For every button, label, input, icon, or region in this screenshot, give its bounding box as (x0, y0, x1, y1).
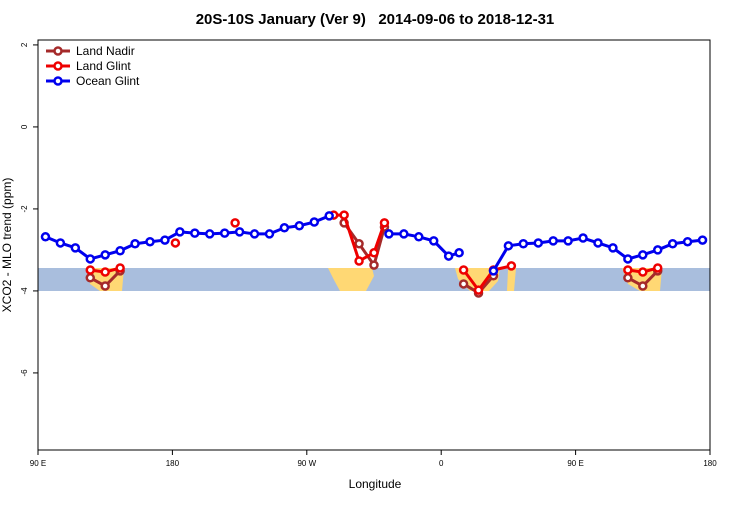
point (458, 279, 469, 289)
point (454, 248, 464, 258)
point (578, 233, 588, 243)
y-axis-label: XCO2 - MLO trend (ppm) (0, 178, 14, 313)
point (623, 265, 633, 275)
legend-marker (53, 61, 63, 71)
point (638, 267, 648, 277)
point (115, 263, 125, 273)
point (354, 256, 364, 266)
chart-title: 20S-10S January (Ver 9) 2014-09-06 to 20… (196, 11, 555, 28)
point (652, 245, 663, 255)
point (145, 236, 155, 247)
point (638, 250, 648, 260)
point (85, 265, 96, 275)
x-tick-label: 0 (439, 459, 444, 468)
point (488, 266, 499, 276)
point (623, 273, 633, 283)
point (100, 267, 110, 277)
point (190, 228, 200, 238)
point (70, 243, 81, 253)
point (697, 235, 708, 245)
point (100, 281, 110, 291)
y-tick-label: -4 (20, 287, 29, 295)
point (563, 236, 573, 246)
point (264, 229, 275, 239)
point (324, 211, 334, 221)
point (503, 241, 514, 251)
point (85, 273, 96, 283)
point (219, 228, 230, 238)
legend-label: Ocean Glint (76, 74, 140, 88)
point (458, 265, 469, 275)
point (638, 281, 648, 291)
point (354, 239, 364, 249)
point (369, 260, 379, 270)
point (608, 243, 618, 253)
legend-label: Land Glint (76, 59, 131, 73)
x-tick-label: 180 (166, 459, 180, 468)
point (309, 217, 320, 227)
point (100, 250, 110, 260)
point (399, 229, 409, 239)
point (230, 218, 240, 228)
legend-marker (53, 76, 63, 86)
point (428, 236, 439, 246)
point (249, 229, 260, 239)
point (234, 227, 245, 237)
point (40, 232, 51, 242)
x-axis-label: Longitude (349, 477, 402, 491)
point (443, 251, 454, 261)
point (518, 239, 529, 249)
point (506, 261, 517, 271)
legend-marker (53, 46, 63, 56)
x-tick-label: 90 W (297, 459, 316, 468)
point (55, 238, 66, 248)
point (130, 239, 140, 249)
point (294, 220, 305, 231)
point (652, 263, 663, 273)
x-tick-label: 90 E (30, 459, 46, 468)
point (160, 235, 170, 245)
y-tick-label: -6 (20, 369, 29, 377)
point (623, 254, 633, 264)
plot-frame (37, 39, 711, 451)
point (115, 245, 125, 256)
point (533, 238, 544, 248)
x-tick-label: 180 (703, 459, 717, 468)
x-tick-label: 90 E (567, 459, 583, 468)
point (379, 218, 390, 228)
point (339, 210, 349, 220)
point (204, 229, 215, 239)
point (279, 223, 290, 233)
point (473, 285, 484, 295)
point (85, 254, 96, 264)
legend-label: Land Nadir (76, 44, 135, 58)
point (384, 229, 394, 239)
point (175, 227, 185, 237)
y-tick-label: 0 (20, 124, 29, 129)
y-tick-label: -2 (20, 205, 29, 213)
point (369, 248, 379, 258)
point (593, 238, 603, 248)
point (548, 236, 558, 246)
point (170, 238, 181, 248)
point (667, 239, 678, 249)
point (682, 236, 693, 247)
point (414, 232, 424, 242)
y-tick-label: 2 (20, 42, 29, 47)
map-strip (38, 268, 710, 291)
